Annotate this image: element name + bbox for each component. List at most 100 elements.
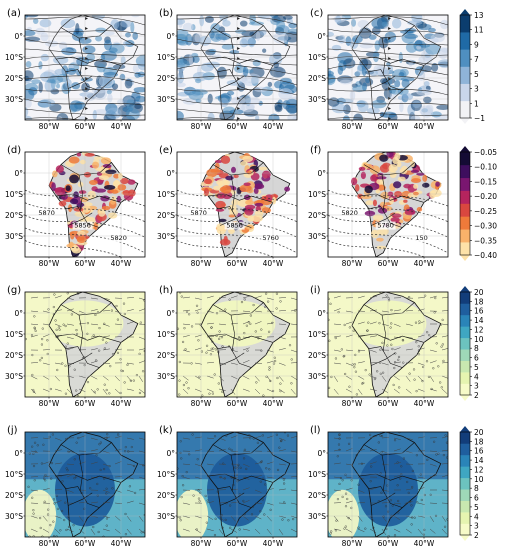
colorbar-segment [460, 477, 470, 490]
precip-blob [269, 66, 286, 78]
significance-dot [124, 450, 127, 453]
wind-barb [218, 528, 224, 535]
significance-dot [292, 518, 295, 521]
significance-dot [185, 471, 188, 474]
wind-barb [357, 449, 365, 452]
significance-dot [355, 454, 358, 457]
geopotential-contour [328, 214, 448, 238]
trend-blob [358, 166, 366, 171]
wind-barb [357, 361, 365, 364]
significance-dot [413, 516, 416, 519]
wind-barb [278, 323, 286, 325]
significance-dot [411, 469, 414, 472]
precip-blob [91, 15, 105, 20]
trend-blob [118, 172, 123, 181]
significance-dot [66, 469, 69, 472]
significance-dot [132, 464, 136, 468]
significance-dot [369, 433, 372, 436]
significance-dot [53, 293, 56, 296]
trend-blob [239, 184, 252, 193]
trend-blob [245, 200, 255, 205]
significance-dot [28, 452, 31, 455]
trend-blob [68, 156, 80, 164]
trend-blob [73, 191, 79, 199]
streamline-arrow [85, 47, 88, 50]
precip-blob [105, 107, 122, 120]
significance-dot [25, 337, 27, 341]
colorbar-extend-bottom [460, 118, 470, 124]
significance-dot [217, 382, 220, 385]
colorbar-tick-label: 5 [474, 363, 479, 372]
significance-dot [141, 370, 145, 373]
precip-blob [60, 18, 76, 29]
trend-blob [55, 165, 64, 173]
streamline-arrow [388, 57, 391, 60]
wind-barb [138, 297, 145, 301]
significance-dot [34, 329, 37, 332]
trend-blob [270, 194, 279, 199]
wind-barb [114, 348, 122, 351]
precip-blob [411, 15, 423, 23]
streamline-arrow [85, 117, 88, 120]
significance-dot [95, 454, 98, 457]
colorbar-tick-label: 12 [474, 465, 484, 474]
wind-barb [441, 375, 448, 379]
colorbar-tick-label: 10 [474, 335, 484, 344]
precip-blob [335, 15, 342, 25]
precip-blob [255, 115, 260, 120]
wind-barb [393, 375, 400, 381]
significance-dot [290, 358, 293, 361]
colorbar-segment [460, 337, 470, 350]
significance-dot [379, 434, 382, 437]
colorbar-extend-top [460, 146, 470, 152]
wind-barb [242, 310, 250, 312]
wind-barb [54, 437, 62, 441]
streamline [328, 48, 448, 56]
wind-barb [254, 462, 262, 465]
wind-barb [393, 347, 401, 351]
significance-dot [380, 451, 383, 454]
wind-barb [54, 462, 62, 465]
wind-barb [218, 362, 226, 365]
streamline-arrow [388, 37, 391, 40]
y-tick-label: 20°S [5, 491, 23, 500]
significance-dot [61, 362, 64, 365]
trend-blob [254, 202, 264, 207]
wind-barb [30, 515, 38, 519]
significance-dot [99, 441, 102, 444]
wind-barb [230, 435, 238, 439]
country-border [56, 473, 122, 483]
precip-blob [25, 70, 34, 82]
colorbar-tick-label: 3 [474, 85, 479, 94]
significance-dot [184, 348, 187, 351]
x-tick-label: 80°W [342, 539, 363, 548]
wind-barb [78, 501, 86, 504]
significance-dot [338, 482, 341, 486]
significance-dot [441, 318, 444, 321]
wind-barb [345, 349, 353, 352]
trend-blob [435, 181, 440, 187]
precip-blob [61, 48, 74, 54]
wind-barb [242, 476, 250, 480]
colorbar-tick-label: 18 [474, 297, 484, 306]
significance-dot [373, 377, 377, 381]
wind-barb [357, 502, 365, 504]
significance-dot [132, 379, 135, 382]
significance-dot [198, 500, 201, 503]
colorbar-tick-label: 2 [474, 531, 479, 540]
map-panel: (a) 0° 10°S 20°S 30°S 80°W 60°W 40°W [5, 8, 146, 131]
precip-blob [408, 59, 413, 67]
precip-blob [398, 52, 403, 64]
significance-dot [205, 344, 209, 347]
country-border [212, 302, 264, 316]
x-tick-label: 40°W [111, 259, 132, 268]
significance-dot [334, 336, 337, 340]
significance-dot [67, 525, 71, 529]
wind-barb [357, 388, 363, 395]
significance-dot [259, 510, 262, 513]
wind-barb [417, 487, 425, 491]
significance-dot [379, 372, 382, 375]
panel-body: 5820 5780 150 [328, 152, 448, 257]
panel-body [328, 432, 448, 537]
y-tick-label: 20°S [5, 74, 23, 83]
